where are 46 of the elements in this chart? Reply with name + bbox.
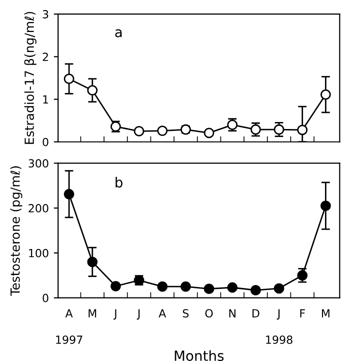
x-tick-label: O bbox=[205, 309, 213, 318]
y-tick-label: 3 bbox=[42, 10, 48, 18]
point bbox=[204, 128, 214, 138]
point bbox=[134, 126, 144, 136]
annotation: b bbox=[116, 176, 122, 188]
point bbox=[204, 284, 214, 294]
text: 1997 bbox=[56, 336, 82, 344]
x-tick-label: F bbox=[300, 309, 305, 318]
x-tick-label: J bbox=[136, 309, 140, 320]
point bbox=[320, 89, 331, 100]
y-tick-label: 200 bbox=[28, 204, 48, 212]
x-tick-label: D bbox=[252, 309, 260, 318]
y-tick-label: 0 bbox=[42, 294, 48, 302]
x-tick-label: A bbox=[65, 309, 73, 318]
point bbox=[297, 124, 308, 136]
x-tick-label: J bbox=[113, 309, 116, 320]
point bbox=[274, 124, 284, 135]
y-tick-label: 2 bbox=[42, 52, 48, 61]
y-axis-title: Testosterone (pg/mℓ) bbox=[10, 166, 22, 296]
y-axis-title: Estradiol-17 β(ng/mℓ) bbox=[24, 12, 36, 144]
point bbox=[274, 283, 284, 294]
y-tick-label: 1 bbox=[43, 95, 48, 104]
point bbox=[157, 281, 168, 292]
point bbox=[180, 281, 191, 292]
text: 1998 bbox=[266, 336, 292, 344]
point bbox=[320, 200, 331, 212]
point bbox=[64, 188, 74, 200]
x-tick-label: S bbox=[182, 309, 189, 318]
y-tick-label: 0 bbox=[42, 138, 48, 146]
point bbox=[110, 280, 121, 292]
point bbox=[250, 284, 261, 296]
point bbox=[227, 282, 238, 293]
annotation: a bbox=[115, 29, 122, 38]
point bbox=[157, 126, 168, 136]
x-tick-label: N bbox=[229, 309, 236, 318]
x-tick-label: M bbox=[322, 309, 330, 318]
y-tick-label: 300 bbox=[28, 159, 48, 168]
point bbox=[297, 270, 308, 281]
x-tick-label: A bbox=[158, 309, 166, 318]
point bbox=[64, 74, 74, 84]
x-tick-label: J bbox=[276, 309, 280, 320]
point bbox=[87, 85, 98, 96]
x-tick-label: M bbox=[88, 309, 96, 318]
y-tick-label: 100 bbox=[29, 248, 48, 258]
x-axis-title: Months bbox=[174, 350, 224, 361]
point bbox=[87, 256, 98, 268]
